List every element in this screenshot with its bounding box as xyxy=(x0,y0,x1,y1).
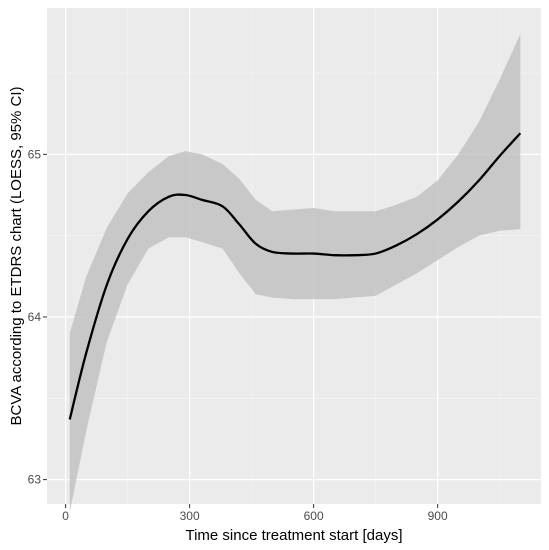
y-tick-label: 64 xyxy=(28,310,42,324)
y-axis-title: BCVA according to ETDRS chart (LOESS, 95… xyxy=(8,86,25,425)
loess-line xyxy=(68,132,522,420)
x-tick-label: 600 xyxy=(304,509,324,523)
confidence-band xyxy=(69,34,521,513)
y-axis-ticks: 63 64 65 xyxy=(28,147,47,487)
x-tick-label: 0 xyxy=(62,509,69,523)
y-tick-label: 63 xyxy=(28,473,42,487)
x-axis-ticks: 0 300 600 900 xyxy=(62,504,448,523)
x-axis-title: Time since treatment start [days] xyxy=(185,527,402,544)
x-tick-label: 300 xyxy=(180,509,200,523)
x-tick-label: 900 xyxy=(428,509,448,523)
y-tick-label: 65 xyxy=(28,147,42,161)
